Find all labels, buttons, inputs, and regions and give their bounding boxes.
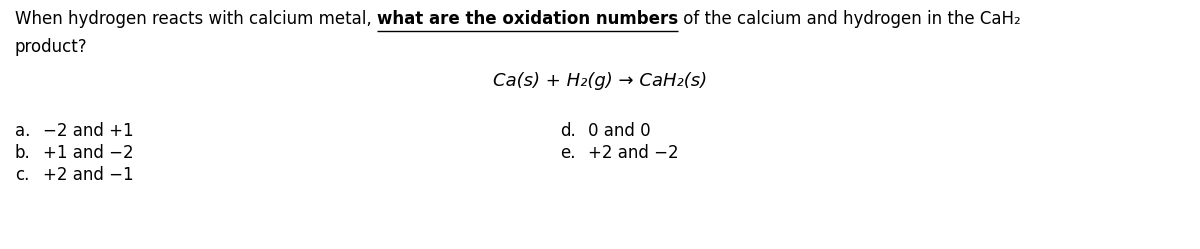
Text: When hydrogen reacts with calcium metal,: When hydrogen reacts with calcium metal, [14,10,377,28]
Text: of the calcium and hydrogen in the CaH₂: of the calcium and hydrogen in the CaH₂ [678,10,1021,28]
Text: c.: c. [14,166,29,184]
Text: +2 and −1: +2 and −1 [43,166,133,184]
Text: what are the oxidation numbers: what are the oxidation numbers [377,10,678,28]
Text: 0 and 0: 0 and 0 [588,122,650,140]
Text: product?: product? [14,38,88,56]
Text: e.: e. [560,144,576,162]
Text: +1 and −2: +1 and −2 [43,144,133,162]
Text: Ca(s) + H₂(g) → CaH₂(s): Ca(s) + H₂(g) → CaH₂(s) [493,72,707,90]
Text: −2 and +1: −2 and +1 [43,122,133,140]
Text: d.: d. [560,122,576,140]
Text: a.: a. [14,122,30,140]
Text: b.: b. [14,144,31,162]
Text: +2 and −2: +2 and −2 [588,144,679,162]
